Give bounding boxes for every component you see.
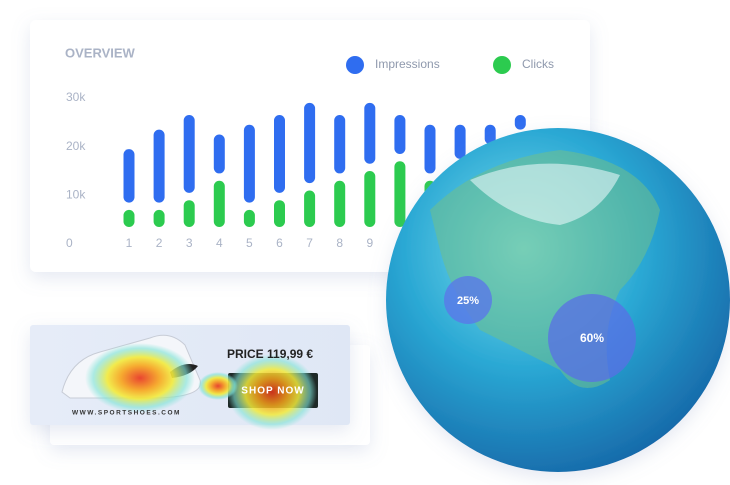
x-tick-label: 3 — [186, 236, 193, 250]
bar — [334, 115, 346, 174]
bars — [123, 102, 526, 227]
marker — [548, 294, 636, 382]
url: WWW.SPORTSHOES.COM — [72, 410, 181, 417]
bar — [213, 180, 225, 227]
bar — [394, 161, 406, 227]
bar — [514, 115, 526, 130]
bar — [153, 209, 165, 227]
bar — [213, 134, 225, 174]
bar — [304, 102, 316, 184]
bar — [454, 124, 466, 159]
legend-swatch — [493, 56, 511, 74]
y-tick-label: 10k — [66, 188, 86, 202]
bar — [304, 190, 316, 227]
marker-label: 25% — [457, 295, 479, 307]
bar — [394, 115, 406, 154]
bar — [364, 171, 376, 227]
price: PRICE 119,99 € — [227, 347, 313, 361]
bar — [123, 209, 135, 227]
chart-title: OVERVIEW — [65, 45, 136, 60]
bar — [183, 200, 195, 227]
bar — [274, 200, 285, 227]
y-tick-label: 30k — [66, 90, 86, 104]
ice — [470, 163, 620, 225]
legend: Impressions Clicks — [346, 56, 554, 74]
bar — [183, 115, 195, 193]
heat-spot — [227, 354, 317, 430]
globe: 25% 60% — [386, 128, 730, 472]
legend-label: Impressions — [375, 57, 440, 71]
bar — [243, 209, 255, 227]
x-tick-label: 7 — [306, 236, 313, 250]
bar — [424, 124, 436, 174]
x-tick-label: 4 — [216, 236, 223, 250]
bar — [484, 124, 496, 145]
x-tick-label: 2 — [156, 236, 163, 250]
marker — [444, 276, 492, 324]
marker-label: 60% — [580, 331, 604, 345]
x-tick-label: 9 — [366, 236, 373, 250]
legend-label: Clicks — [522, 57, 554, 71]
axis: 0 10k 20k 30k 1 2 3 4 5 6 7 8 9 — [66, 90, 373, 250]
bar — [153, 129, 165, 203]
y-tick-label: 20k — [66, 139, 86, 153]
x-tick-label: 8 — [336, 236, 343, 250]
x-tick-label: 1 — [126, 236, 133, 250]
y-tick-label: 0 — [66, 236, 73, 250]
button-label[interactable]: SHOP NOW — [241, 386, 304, 397]
bar — [334, 180, 346, 227]
x-tick-label: 5 — [246, 236, 253, 250]
bar — [274, 115, 285, 193]
x-tick-label: 6 — [276, 236, 283, 250]
bar — [364, 102, 376, 164]
legend-swatch — [346, 56, 364, 74]
bar — [243, 124, 255, 203]
heat-spot — [85, 343, 195, 413]
bar — [123, 149, 135, 203]
